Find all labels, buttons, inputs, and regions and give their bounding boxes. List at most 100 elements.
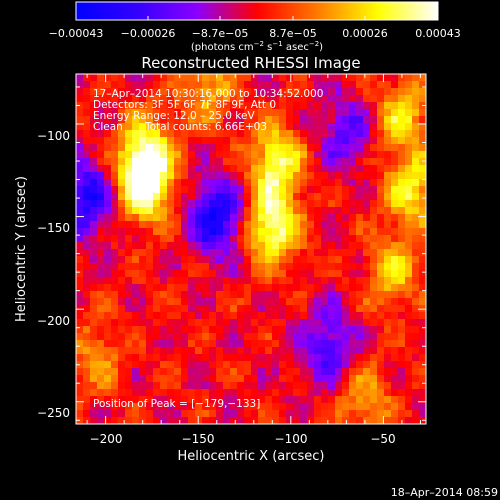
heatmap-cell: [286, 74, 294, 82]
heatmap-cell: [83, 200, 91, 208]
heatmap-cell: [244, 347, 252, 355]
heatmap-cell: [391, 228, 399, 236]
heatmap-cell: [356, 228, 364, 236]
heatmap-cell: [405, 263, 413, 271]
heatmap-cell: [181, 214, 189, 222]
heatmap-cell: [195, 291, 203, 299]
heatmap-cell: [160, 256, 168, 264]
heatmap-cell: [230, 256, 238, 264]
heatmap-cell: [356, 207, 364, 215]
heatmap-cell: [216, 193, 224, 201]
heatmap-cell: [139, 235, 147, 243]
heatmap-cell: [419, 396, 426, 404]
heatmap-cell: [363, 214, 371, 222]
heatmap-cell: [356, 95, 364, 103]
heatmap-cell: [251, 207, 259, 215]
heatmap-cell: [132, 74, 140, 82]
heatmap-cell: [412, 333, 420, 341]
heatmap-cell: [384, 193, 392, 201]
heatmap-cell: [83, 277, 91, 285]
heatmap-cell: [300, 158, 308, 166]
heatmap-cell: [223, 242, 231, 250]
heatmap-cell: [405, 277, 413, 285]
heatmap-cell: [209, 354, 217, 362]
heatmap-cell: [139, 375, 147, 383]
heatmap-cell: [356, 235, 364, 243]
heatmap-cell: [230, 291, 238, 299]
heatmap-cell: [405, 319, 413, 327]
heatmap-cell: [181, 130, 189, 138]
heatmap-cell: [251, 81, 259, 89]
heatmap-cell: [307, 144, 315, 152]
heatmap-cell: [293, 347, 301, 355]
heatmap-cell: [223, 319, 231, 327]
heatmap-cell: [202, 396, 210, 404]
heatmap-cell: [160, 284, 168, 292]
heatmap-cell: [265, 193, 273, 201]
heatmap-cell: [328, 270, 336, 278]
heatmap-cell: [384, 270, 392, 278]
heatmap-cell: [272, 305, 280, 313]
heatmap-cell: [118, 417, 126, 424]
heatmap-cell: [125, 333, 133, 341]
heatmap-cell: [139, 158, 147, 166]
heatmap-cell: [181, 312, 189, 320]
heatmap-cell: [258, 368, 266, 376]
heatmap-cell: [335, 382, 343, 390]
heatmap-cell: [83, 270, 91, 278]
heatmap-cell: [216, 368, 224, 376]
heatmap-cell: [195, 172, 203, 180]
heatmap-cell: [342, 165, 350, 173]
heatmap-cell: [125, 368, 133, 376]
heatmap-cell: [272, 368, 280, 376]
heatmap-cell: [321, 389, 329, 397]
heatmap-cell: [398, 340, 406, 348]
heatmap-cell: [90, 95, 98, 103]
heatmap-cell: [90, 256, 98, 264]
heatmap-cell: [328, 74, 336, 82]
heatmap-cell: [237, 242, 245, 250]
heatmap-cell: [419, 158, 426, 166]
heatmap-cell: [209, 389, 217, 397]
heatmap-cell: [209, 256, 217, 264]
heatmap-cell: [244, 109, 252, 117]
heatmap-cell: [195, 340, 203, 348]
heatmap-cell: [342, 368, 350, 376]
heatmap-cell: [349, 333, 357, 341]
heatmap-cell: [356, 347, 364, 355]
heatmap-cell: [307, 256, 315, 264]
heatmap-cell: [293, 151, 301, 159]
heatmap-cell: [328, 186, 336, 194]
heatmap-cell: [188, 165, 196, 173]
heatmap-cell: [139, 172, 147, 180]
heatmap-cell: [328, 249, 336, 257]
heatmap-cell: [167, 263, 175, 271]
heatmap-cell: [321, 256, 329, 264]
heatmap-cell: [118, 144, 126, 152]
heatmap-cell: [216, 284, 224, 292]
heatmap-cell: [342, 200, 350, 208]
heatmap-cell: [251, 319, 259, 327]
heatmap-cell: [370, 382, 378, 390]
heatmap-cell: [139, 137, 147, 145]
heatmap-cell: [384, 368, 392, 376]
heatmap-cell: [342, 298, 350, 306]
heatmap-cell: [328, 235, 336, 243]
heatmap-cell: [188, 403, 196, 411]
heatmap-cell: [188, 123, 196, 131]
heatmap-cell: [356, 130, 364, 138]
heatmap-cell: [349, 144, 357, 152]
heatmap-cell: [160, 389, 168, 397]
heatmap-cell: [118, 249, 126, 257]
heatmap-cell: [153, 396, 161, 404]
heatmap-cell: [328, 375, 336, 383]
heatmap-cell: [419, 410, 426, 418]
heatmap-cell: [237, 305, 245, 313]
heatmap-cell: [384, 151, 392, 159]
heatmap-cell: [146, 123, 154, 131]
heatmap-cell: [132, 256, 140, 264]
heatmap-cell: [363, 312, 371, 320]
heatmap-cell: [251, 375, 259, 383]
heatmap-cell: [202, 88, 210, 96]
heatmap-cell: [237, 165, 245, 173]
